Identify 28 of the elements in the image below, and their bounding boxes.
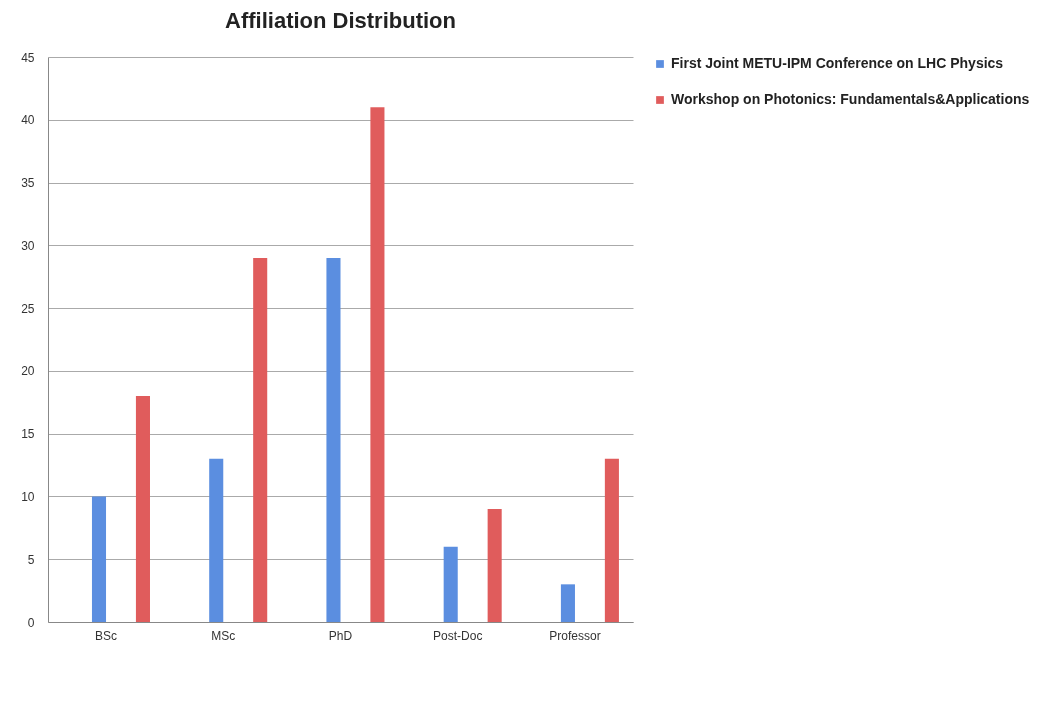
x-tick-label: Post-Doc [433,628,483,643]
bar [560,584,575,622]
bar [443,546,458,622]
y-tick-label: 15 [21,427,35,442]
legend-label: First Joint METU-IPM Conference on LHC Physics [671,55,1004,71]
y-tick-label: 0 [27,615,35,630]
x-tick-label: MSc [211,628,236,643]
y-tick-label: 10 [21,489,35,504]
y-tick-label: 20 [21,364,35,379]
bar [370,107,385,622]
bar [326,257,341,622]
bar [604,458,619,622]
bar [135,396,150,622]
bar [487,509,502,622]
bar [253,257,268,622]
y-tick-label: 25 [21,301,35,316]
y-tick-label: 40 [21,113,35,128]
x-tick-label: PhD [328,628,353,643]
y-tick-label: 5 [27,552,35,567]
legend-label: Workshop on Photonics: Fundamentals&Applications [671,91,1030,107]
bar [209,458,224,622]
y-tick-label: 35 [21,176,35,191]
y-tick-label: 45 [21,50,35,65]
x-tick-label: Professor [549,628,601,643]
y-tick-label: 30 [21,238,35,253]
x-tick-label: BSc [95,628,118,643]
chart-title: Affiliation Distribution [225,8,456,33]
bar [91,496,107,622]
